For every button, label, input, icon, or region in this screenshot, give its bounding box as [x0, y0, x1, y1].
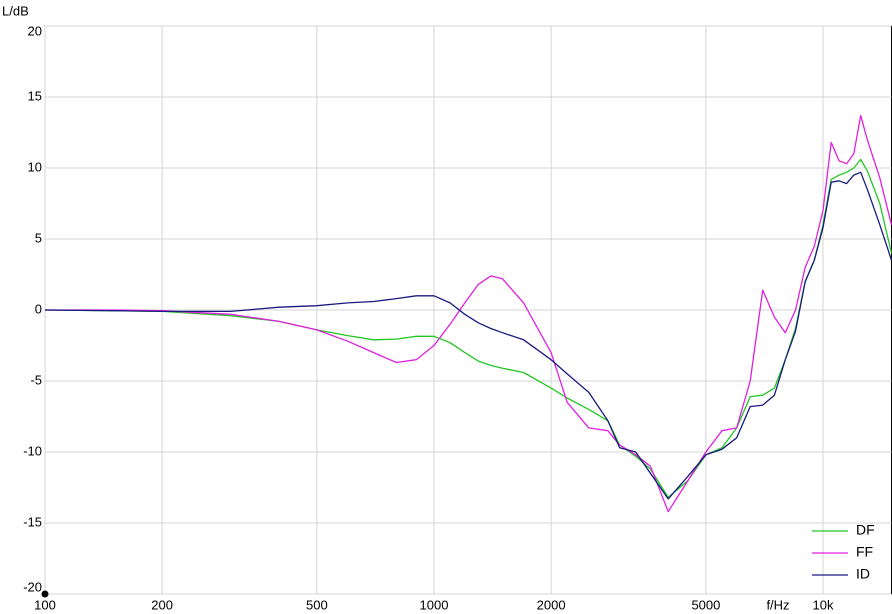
legend-label: FF — [856, 544, 873, 560]
x-tick-label: 200 — [151, 597, 173, 612]
x-tick-label: 2000 — [537, 597, 566, 612]
y-tick-label: -15 — [23, 514, 42, 529]
series-line — [45, 171, 892, 500]
y-tick-label: 0 — [35, 301, 42, 316]
y-tick-label: 20 — [28, 23, 42, 38]
y-tick-label: -5 — [30, 372, 42, 387]
y-tick-label: 15 — [28, 88, 42, 103]
x-tick-label: 10k — [813, 597, 834, 612]
series-group — [45, 114, 892, 513]
y-axis-label: L/dB — [2, 3, 29, 18]
legend-label: DF — [856, 522, 875, 538]
y-tick-label: -10 — [23, 443, 42, 458]
x-tick-label: 5000 — [691, 597, 720, 612]
series-line — [45, 114, 892, 513]
y-tick-label: 10 — [28, 159, 42, 174]
legend-label: ID — [856, 566, 870, 582]
x-tick-label: 1000 — [420, 597, 449, 612]
y-tick-label: -20 — [23, 579, 42, 594]
x-tick-label: 100 — [34, 597, 56, 612]
x-tick-label: 500 — [306, 597, 328, 612]
origin-dot — [41, 590, 49, 598]
y-tick-label: 5 — [35, 230, 42, 245]
x-axis-label: f/Hz — [766, 597, 789, 612]
